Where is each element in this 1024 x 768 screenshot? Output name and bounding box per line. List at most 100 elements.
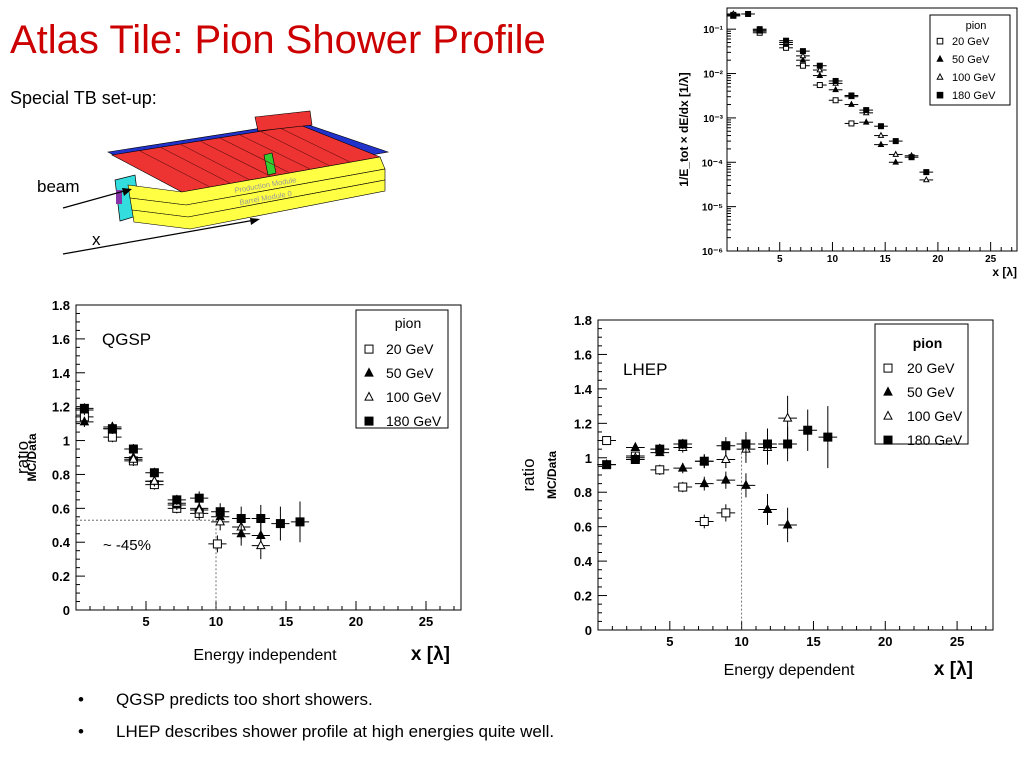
data-point [673,438,693,450]
data-point [779,37,793,44]
data-point [124,443,143,455]
series-100-gev [726,10,934,183]
data-point-marker [602,460,612,470]
x-axis-title: x [λ] [411,644,450,665]
legend-item: 180 GeV [936,90,996,102]
data-point [626,455,645,464]
data-point [145,475,164,487]
data-point-marker [107,424,117,434]
module-green-block [263,152,277,176]
data-point [828,97,843,104]
data-point [812,62,827,69]
data-point [796,62,810,69]
data-point-marker [212,539,222,549]
data-point-marker [783,37,790,44]
x-tick-label: 15 [806,634,820,649]
data-point-marker [215,516,226,526]
data-point [859,107,874,114]
data-point-marker [908,154,915,161]
bullet-glyph: • [78,690,84,709]
data-point-marker [936,72,944,80]
data-point-marker [863,107,870,114]
data-point [874,123,888,130]
legend-box [929,14,1011,106]
lhep-ratio-chart: 5 10 15 20 25 0 0.2 0.4 0.6 0.8 1 1.2 1.4 1.6 1.8 MC/Da… [519,313,994,680]
data-point-marker [832,97,839,104]
data-point [716,437,736,455]
beam-arrow [62,189,129,209]
x-tick-label: 15 [880,254,892,265]
data-point-marker [215,507,225,517]
legend-item: 50 GeV [936,54,990,66]
data-point [694,514,714,529]
x-tick-label: 25 [985,254,997,265]
x-tick-label: 10 [209,614,223,629]
data-point-marker [936,54,944,62]
data-point [208,535,227,553]
data-point-marker [936,37,944,45]
y-axis-title: MC/Data [545,451,559,499]
legend-item: 20 GeV [364,341,434,357]
data-point-marker [816,62,823,69]
data-point [167,494,186,505]
data-point-marker [756,26,763,33]
legend-item: 100 GeV [936,72,996,84]
data-point [778,426,797,462]
x-arrow-head [250,218,260,225]
data-point [75,416,94,427]
data-point-marker [236,514,246,523]
x-tick-label: 10 [827,254,839,265]
data-point-marker [762,503,773,513]
y-tick-label: 0.4 [52,535,71,550]
data-point-marker [816,66,824,73]
legend-title: pion [913,335,943,351]
x-axis-title: x [λ] [934,659,973,680]
data-point-marker [892,158,900,165]
data-point-marker [762,439,772,449]
data-point-marker [803,425,813,435]
data-point-marker [782,519,793,529]
y-tick-label: 1.2 [574,416,592,431]
data-point-marker [364,391,374,401]
legend-title: pion [395,315,421,331]
data-point-marker [699,477,710,488]
data-point [812,71,827,78]
y-axis-title: MC/Data [25,433,39,481]
legend-label: 100 GeV [907,408,963,424]
series-20-gev [597,436,736,529]
data-point-marker [364,344,374,354]
data-point [736,473,756,498]
data-point [828,77,843,84]
module-red-top-block [254,110,313,132]
data-point [812,66,827,73]
bullet-item: • LHEP describes shower profile at high … [78,716,554,748]
data-point-marker [79,416,90,426]
x-tick-label: 5 [666,634,673,649]
data-point [741,10,755,17]
module-ribs [139,127,351,188]
legend-label: 180 GeV [952,90,996,102]
data-point [190,491,209,505]
bullet-item: • QGSP predicts too short showers. [78,684,554,716]
y-tick-label: 0.4 [574,554,593,569]
data-point [597,436,616,446]
legend-label: 180 GeV [907,432,963,448]
data-point-marker [721,508,731,518]
data-point-marker [799,62,806,69]
data-point-marker [883,410,893,420]
data-point [888,158,903,165]
data-point [796,48,810,55]
legend-box [874,323,969,445]
data-point-marker [364,416,374,426]
data-point [251,504,270,533]
data-point-marker [877,140,885,147]
legend-label: 100 GeV [952,72,996,84]
beam-label: beam [37,177,80,196]
y-tick-label: 1.4 [574,382,593,397]
data-point-marker [936,91,944,99]
data-point [145,467,164,478]
y-tick-label: 10⁻⁶ [702,247,723,258]
shift-annotation: ~ -45% [103,537,151,554]
data-point-marker [783,439,793,449]
data-point-marker [678,482,688,492]
